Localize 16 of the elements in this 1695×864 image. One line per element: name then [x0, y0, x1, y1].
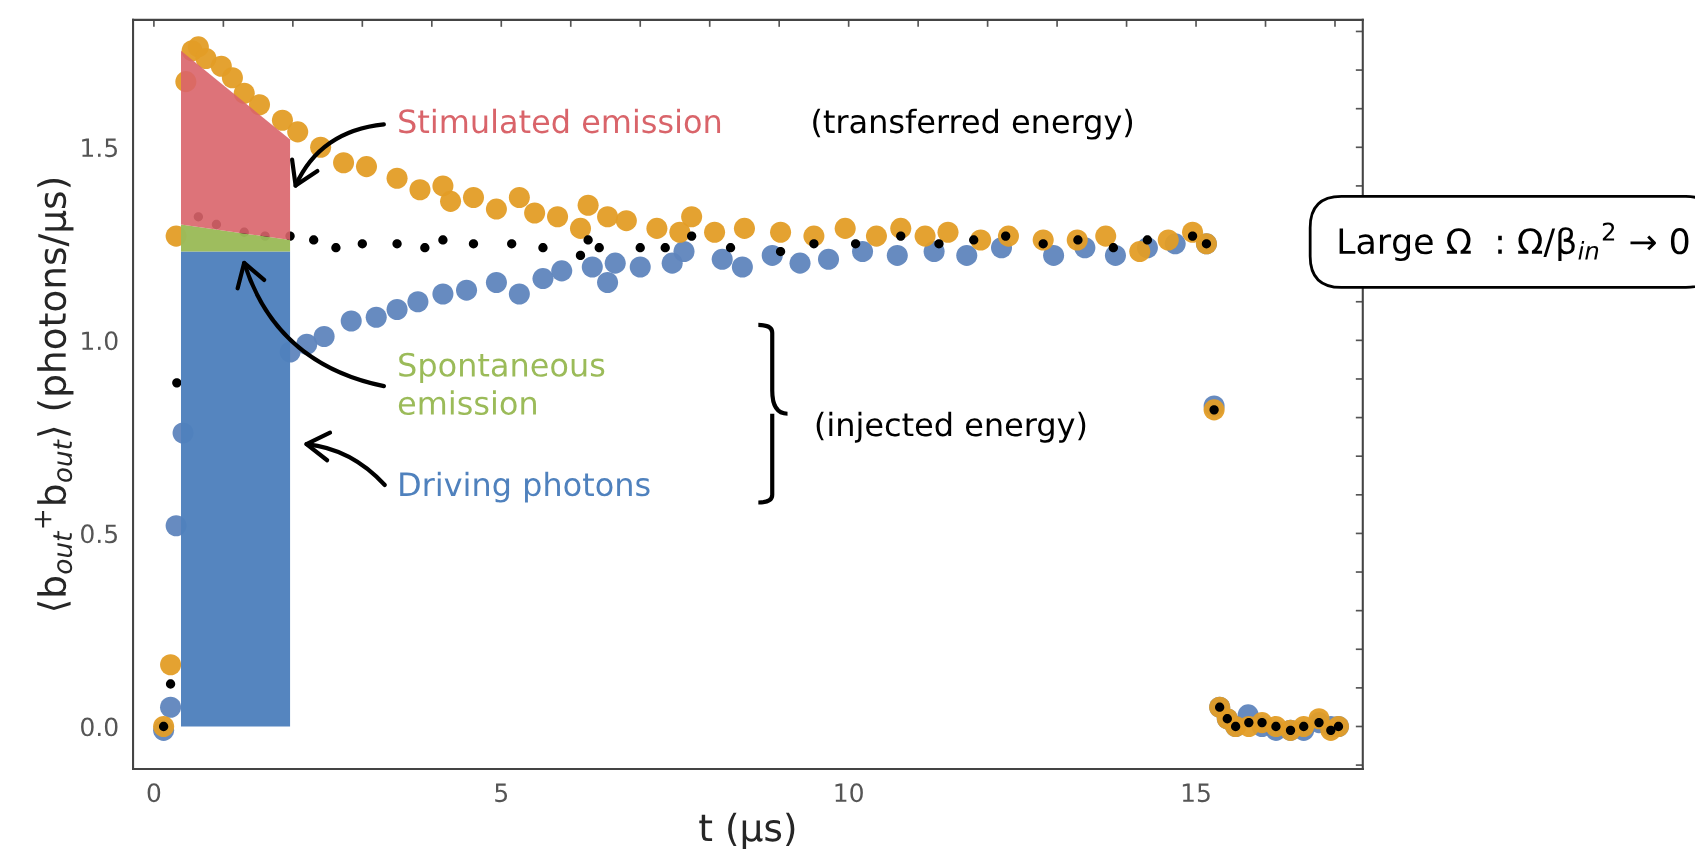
text: Spontaneous emission [398, 352, 605, 416]
x-tick-label: 5 [495, 783, 508, 803]
x-tick-label: 15 [1182, 783, 1210, 803]
y-tick-label: 0.5 [81, 524, 117, 544]
x-tick-label: 10 [835, 783, 863, 803]
text: Driving photons [400, 471, 650, 503]
x-axis-title: t (μs) [699, 812, 795, 849]
annotation: (transferred energy) [813, 108, 1133, 140]
annotation: (injected energy) [816, 411, 1086, 443]
text: Stimulated emission [399, 108, 721, 134]
y-axis-title: ⟨b$_{out}$$^{+}$b$_{out}$⟩ (photons/μs) [34, 178, 74, 611]
y-tick-label: 1.5 [82, 138, 117, 158]
x-tick-label: 0 [147, 783, 161, 803]
y-tick-label: 1.0 [82, 331, 118, 351]
y-tick-label: 0.0 [81, 717, 118, 737]
annotation: Large Ω : Ω/β$_{in}$$^{2}$ → 0 [1339, 222, 1689, 262]
